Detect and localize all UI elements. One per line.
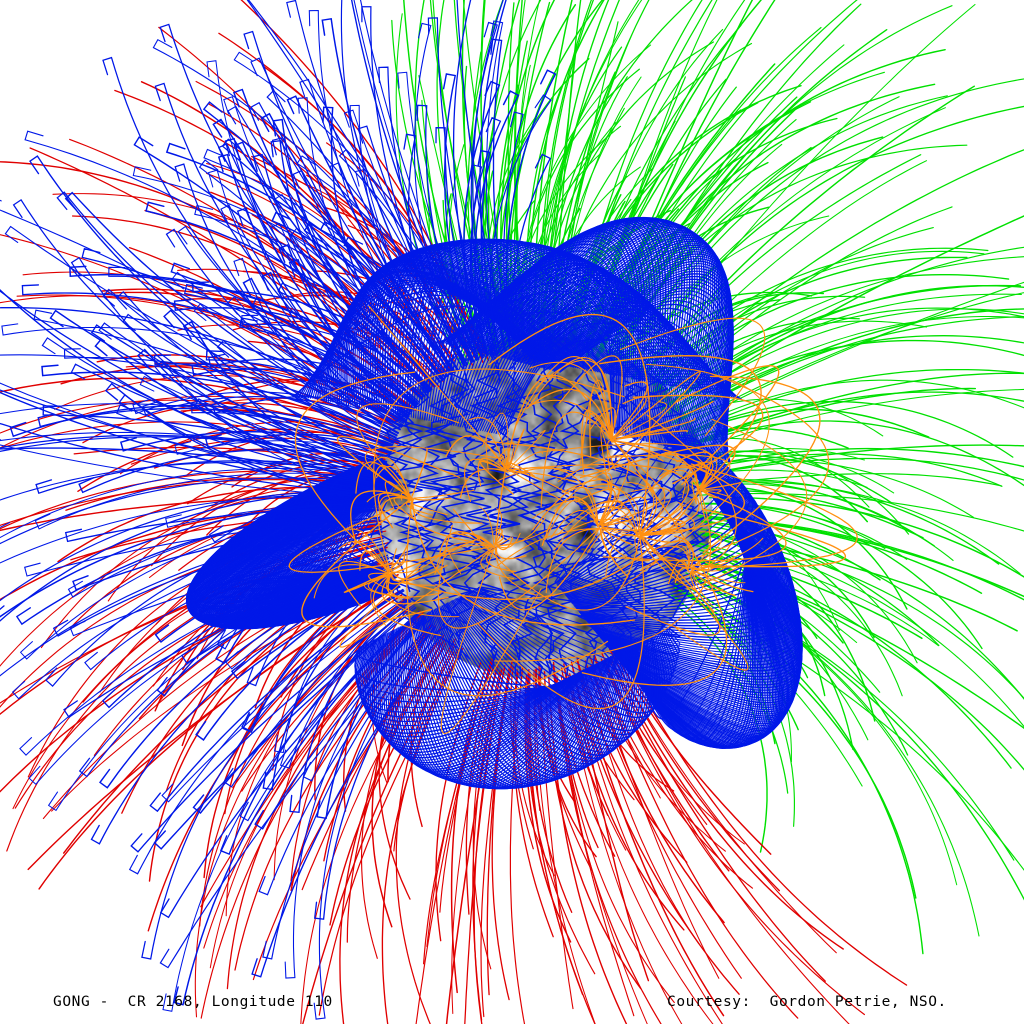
closed-field-active-region-orange <box>288 305 858 735</box>
caption-observatory-rotation: GONG - CR 2168, Longitude 110 <box>53 994 333 1010</box>
caption-credit: Courtesy: Gordon Petrie, NSO. <box>667 994 947 1010</box>
closed-field-large-blue <box>0 0 803 1020</box>
